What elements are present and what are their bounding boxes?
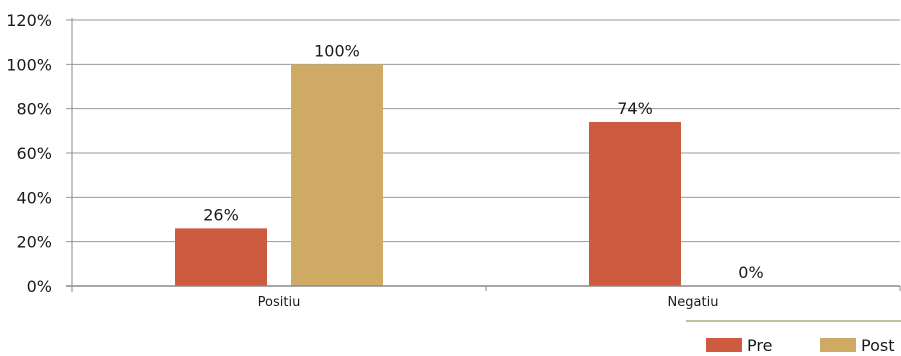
legend-swatch-post bbox=[820, 338, 856, 352]
bars bbox=[175, 64, 681, 286]
legend-label-pre: Pre bbox=[747, 336, 772, 355]
x-category-label: Negatiu bbox=[668, 295, 719, 310]
data-label: 26% bbox=[203, 205, 239, 224]
data-label: 100% bbox=[314, 41, 360, 60]
bar-pre-positiu bbox=[175, 228, 267, 286]
x-category-label: Positiu bbox=[258, 295, 301, 310]
y-tick-label: 80% bbox=[16, 100, 52, 119]
legend: Pre Post bbox=[686, 320, 901, 355]
data-label: 0% bbox=[738, 263, 763, 282]
bar-post-positiu bbox=[291, 64, 383, 286]
gridlines bbox=[66, 19, 900, 243]
y-tick-labels: 0% 20% 40% 60% 80% 100% 120% bbox=[6, 11, 52, 296]
y-tick-label: 100% bbox=[6, 55, 52, 74]
axes bbox=[66, 18, 901, 292]
y-tick-label: 60% bbox=[16, 144, 52, 163]
legend-label-post: Post bbox=[861, 336, 894, 355]
x-category-labels: Positiu Negatiu bbox=[258, 295, 719, 310]
legend-swatch-pre bbox=[706, 338, 742, 352]
y-tick-label: 0% bbox=[27, 277, 52, 296]
y-tick-label: 20% bbox=[16, 233, 52, 252]
y-tick-label: 120% bbox=[6, 11, 52, 30]
data-labels: 26% 100% 74% 0% bbox=[203, 41, 763, 282]
y-tick-label: 40% bbox=[16, 188, 52, 207]
data-label: 74% bbox=[617, 99, 653, 118]
bar-pre-negatiu bbox=[589, 121, 681, 286]
